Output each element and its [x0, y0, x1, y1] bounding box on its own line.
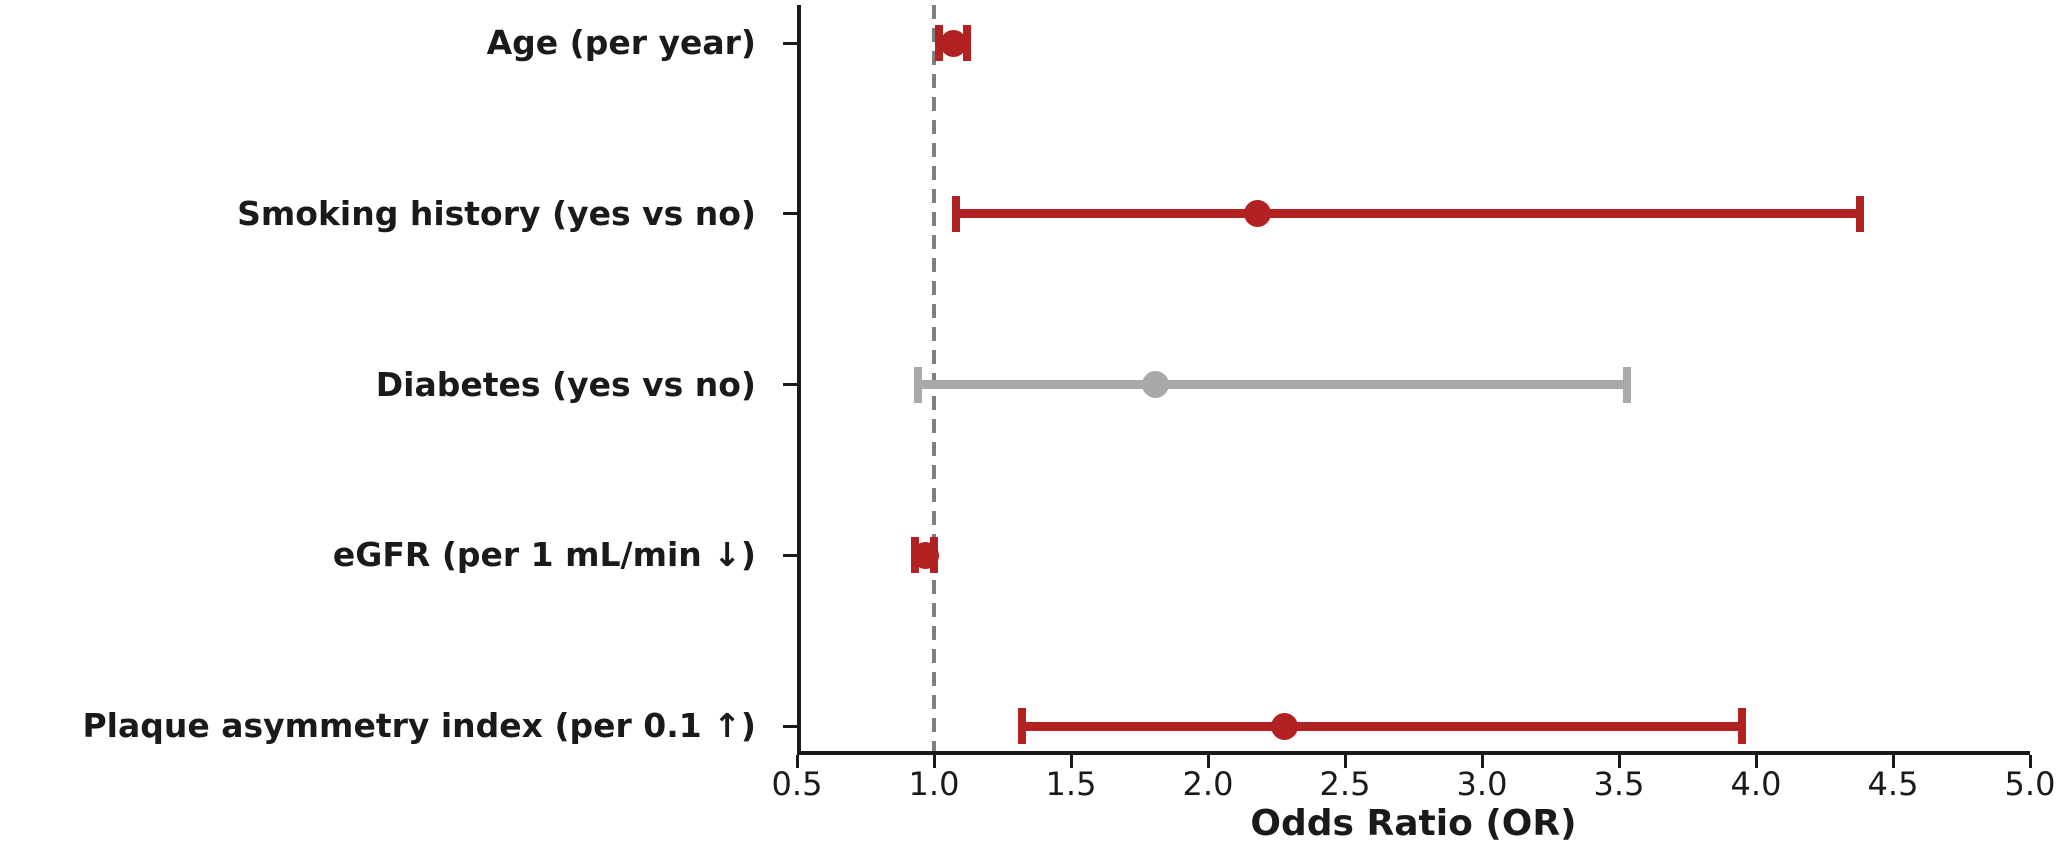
x-tick-label: 2.5 [1319, 765, 1371, 803]
or-point [939, 29, 967, 57]
ci-cap-high [1856, 195, 1865, 232]
category-label: Age (per year) [486, 23, 756, 63]
or-point [912, 541, 940, 569]
category-label: eGFR (per 1 mL/min ↓) [332, 535, 756, 575]
category-label: Diabetes (yes vs no) [375, 364, 756, 404]
or-point [1142, 371, 1170, 399]
y-tick [783, 553, 797, 557]
x-tick-label: 4.5 [1867, 765, 1919, 803]
category-label: Plaque asymmetry index (per 0.1 ↑) [82, 706, 757, 746]
x-tick [1617, 755, 1621, 768]
x-tick [1480, 755, 1484, 768]
ci-cap-low [913, 366, 922, 403]
x-tick-label: 5.0 [2004, 765, 2056, 803]
x-tick-label: 3.5 [1593, 765, 1645, 803]
y-axis-spine [797, 5, 801, 755]
y-tick [783, 724, 797, 728]
ci-cap-high [1623, 366, 1632, 403]
ci-bar [955, 209, 1861, 219]
y-tick [783, 212, 797, 216]
x-tick-label: 3.0 [1456, 765, 1508, 803]
x-tick [1891, 755, 1895, 768]
x-tick-label: 2.0 [1182, 765, 1234, 803]
category-label: Smoking history (yes vs no) [237, 193, 756, 233]
or-point [1271, 712, 1299, 740]
ci-cap-low [951, 195, 960, 232]
y-tick [783, 41, 797, 45]
ci-bar [1021, 721, 1743, 731]
x-axis-spine [797, 751, 2030, 755]
x-tick-label: 4.0 [1730, 765, 1782, 803]
ci-cap-high [1738, 708, 1747, 745]
x-tick [2028, 755, 2032, 768]
x-tick-label: 1.0 [908, 765, 960, 803]
or-point [1243, 200, 1271, 228]
ci-cap-low [935, 25, 944, 62]
ci-bar [917, 380, 1628, 390]
plot-area [783, 5, 2032, 768]
x-tick [932, 755, 936, 768]
reference-line-or-1 [932, 5, 936, 751]
x-tick [1069, 755, 1073, 768]
x-tick [1754, 755, 1758, 768]
x-tick [795, 755, 799, 768]
x-tick [1206, 755, 1210, 768]
x-tick-label: 1.5 [1045, 765, 1097, 803]
x-axis-title: Odds Ratio (OR) [1250, 803, 1577, 844]
ci-cap-high [962, 25, 971, 62]
x-tick-label: 0.5 [771, 765, 823, 803]
y-tick [783, 383, 797, 387]
x-tick [1343, 755, 1347, 768]
ci-cap-low [1017, 708, 1026, 745]
